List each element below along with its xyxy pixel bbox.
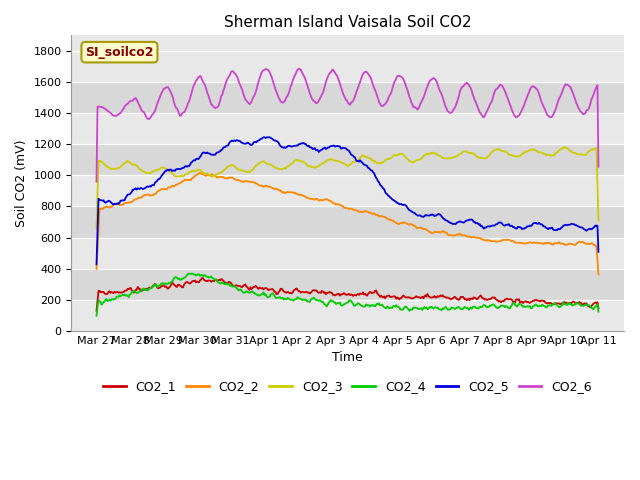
CO2_6 <box>93 179 100 184</box>
Bar <box>72 300 623 331</box>
CO2_2 <box>505 237 513 243</box>
CO2_2 <box>335 202 343 207</box>
CO2_4 <box>595 309 602 314</box>
CO2_5 <box>365 165 373 171</box>
CO2_2 <box>392 220 400 226</box>
Bar <box>72 82 623 113</box>
CO2_2 <box>332 202 340 207</box>
X-axis label: Time: Time <box>332 351 363 364</box>
CO2_2 <box>595 272 602 277</box>
CO2_3 <box>331 158 339 164</box>
CO2_5 <box>93 262 100 267</box>
Line: CO2_5: CO2_5 <box>97 137 598 264</box>
Title: Sherman Island Vaisala Soil CO2: Sherman Island Vaisala Soil CO2 <box>223 15 471 30</box>
CO2_4 <box>392 302 400 308</box>
CO2_1 <box>335 291 343 297</box>
Line: CO2_6: CO2_6 <box>97 69 598 181</box>
Bar <box>72 51 623 82</box>
CO2_2 <box>196 170 204 176</box>
CO2_1 <box>584 302 591 308</box>
CO2_3 <box>334 158 342 164</box>
CO2_4 <box>332 301 340 307</box>
CO2_5 <box>266 134 273 140</box>
CO2_5 <box>335 143 343 149</box>
CO2_5 <box>505 221 513 227</box>
CO2_5 <box>595 249 602 255</box>
Legend: CO2_1, CO2_2, CO2_3, CO2_4, CO2_5, CO2_6: CO2_1, CO2_2, CO2_3, CO2_4, CO2_5, CO2_6 <box>98 375 597 398</box>
CO2_3 <box>504 151 512 156</box>
CO2_6 <box>332 72 340 77</box>
CO2_4 <box>335 300 343 306</box>
Line: CO2_2: CO2_2 <box>97 173 598 275</box>
Bar <box>72 113 623 144</box>
Y-axis label: Soil CO2 (mV): Soil CO2 (mV) <box>15 139 28 227</box>
CO2_4 <box>93 313 100 319</box>
CO2_3 <box>93 226 100 231</box>
Bar <box>72 144 623 175</box>
Bar <box>72 238 623 269</box>
Bar <box>72 269 623 300</box>
CO2_2 <box>584 240 591 246</box>
CO2_6 <box>365 72 373 78</box>
CO2_6 <box>505 99 513 105</box>
CO2_1 <box>365 290 373 296</box>
CO2_6 <box>584 107 591 113</box>
CO2_1 <box>332 292 340 298</box>
Text: SI_soilco2: SI_soilco2 <box>85 46 154 59</box>
Line: CO2_3: CO2_3 <box>97 147 598 228</box>
CO2_3 <box>561 144 568 150</box>
CO2_6 <box>392 75 400 81</box>
Bar <box>72 206 623 238</box>
CO2_4 <box>584 302 591 308</box>
CO2_2 <box>365 210 373 216</box>
CO2_4 <box>188 271 196 276</box>
CO2_6 <box>595 164 602 170</box>
CO2_4 <box>505 305 513 311</box>
CO2_3 <box>584 150 591 156</box>
CO2_3 <box>364 155 372 161</box>
Bar <box>72 175 623 206</box>
CO2_6 <box>296 66 303 72</box>
CO2_1 <box>93 308 100 314</box>
CO2_5 <box>392 199 400 205</box>
CO2_5 <box>332 144 340 149</box>
CO2_1 <box>505 297 513 302</box>
Line: CO2_1: CO2_1 <box>97 278 598 311</box>
Line: CO2_4: CO2_4 <box>97 274 598 316</box>
CO2_4 <box>365 302 373 308</box>
CO2_1 <box>392 296 400 301</box>
CO2_3 <box>595 217 602 223</box>
CO2_5 <box>584 227 591 233</box>
CO2_1 <box>595 306 602 312</box>
CO2_3 <box>392 152 399 158</box>
CO2_1 <box>198 275 206 281</box>
CO2_2 <box>93 266 100 272</box>
CO2_6 <box>335 78 343 84</box>
